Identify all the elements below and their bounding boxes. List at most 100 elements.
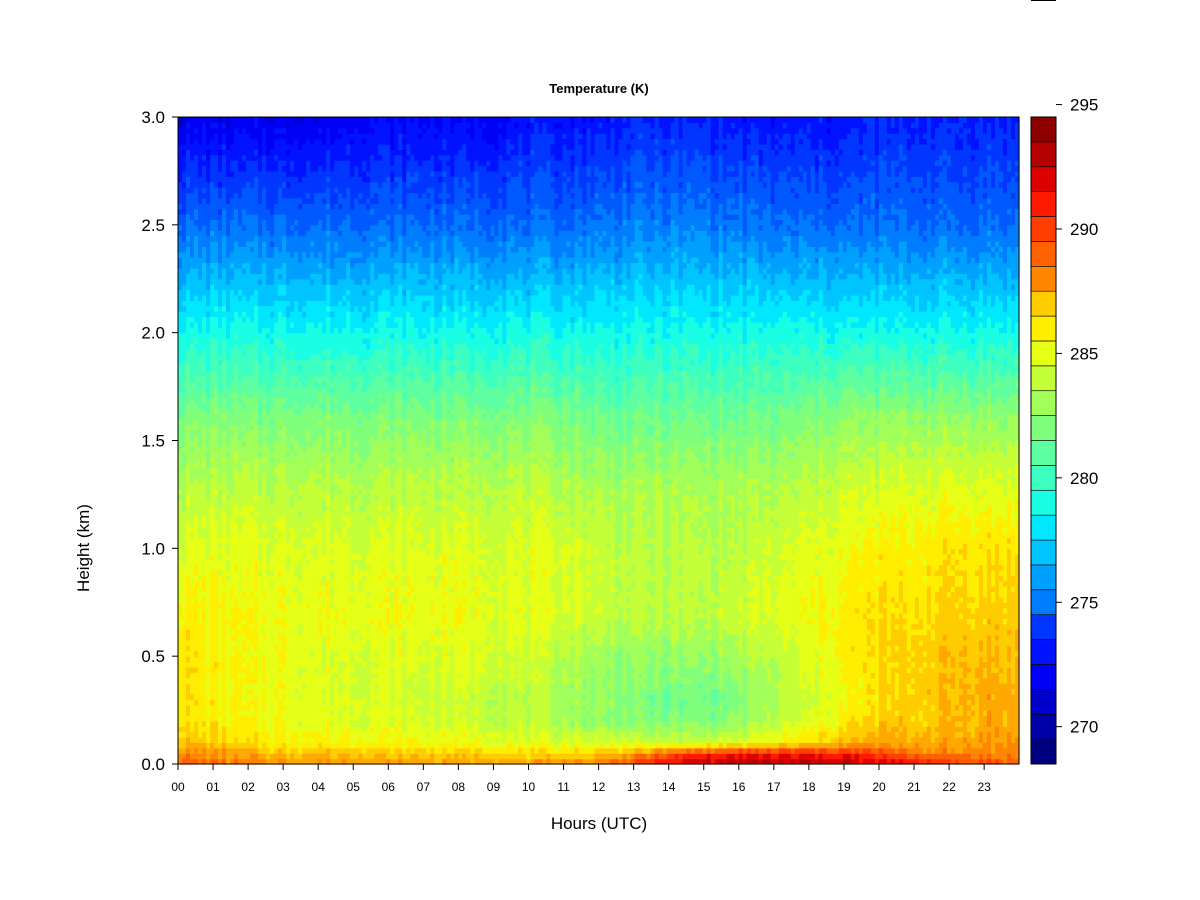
heatmap-cell: [214, 187, 219, 193]
heatmap-cell: [334, 651, 339, 657]
heatmap-cell: [306, 128, 311, 134]
heatmap-cell: [222, 225, 227, 231]
heatmap-cell: [330, 419, 335, 425]
heatmap-cell: [318, 381, 323, 387]
heatmap-cell: [314, 333, 319, 339]
heatmap-cell: [234, 581, 239, 587]
heatmap-cell: [314, 349, 319, 355]
heatmap-cell: [234, 354, 239, 360]
heatmap-cell: [322, 349, 327, 355]
heatmap-cell: [190, 645, 195, 651]
heatmap-cell: [270, 618, 275, 624]
heatmap-cell: [218, 160, 223, 166]
heatmap-cell: [290, 257, 295, 263]
heatmap-cell: [314, 715, 319, 721]
heatmap-cell: [210, 225, 215, 231]
heatmap-cell: [334, 581, 339, 587]
heatmap-cell: [198, 662, 203, 668]
heatmap-cell: [258, 732, 263, 738]
heatmap-cell: [258, 478, 263, 484]
heatmap-cell: [242, 451, 247, 457]
heatmap-cell: [294, 182, 299, 188]
heatmap-cell: [210, 516, 215, 522]
heatmap-cell: [178, 699, 183, 705]
heatmap-cell: [306, 516, 311, 522]
heatmap-cell: [282, 737, 287, 743]
heatmap-cell: [286, 290, 291, 296]
heatmap-cell: [222, 559, 227, 565]
heatmap-cell: [326, 575, 331, 581]
heatmap-cell: [254, 322, 259, 328]
heatmap-cell: [206, 457, 211, 463]
heatmap-cell: [338, 349, 343, 355]
heatmap-cell: [342, 753, 347, 759]
heatmap-cell: [262, 322, 267, 328]
heatmap-cell: [194, 613, 199, 619]
heatmap-cell: [238, 484, 243, 490]
heatmap-cell: [334, 139, 339, 145]
heatmap-cell: [330, 511, 335, 517]
heatmap-cell: [182, 187, 187, 193]
heatmap-cell: [242, 370, 247, 376]
heatmap-cell: [338, 678, 343, 684]
heatmap-cell: [282, 532, 287, 538]
heatmap-cell: [262, 527, 267, 533]
heatmap-cell: [290, 441, 295, 447]
heatmap-cell: [330, 316, 335, 322]
heatmap-cell: [318, 586, 323, 592]
heatmap-cell: [190, 527, 195, 533]
heatmap-cell: [186, 354, 191, 360]
heatmap-cell: [318, 117, 323, 123]
heatmap-cell: [278, 263, 283, 269]
heatmap-cell: [198, 613, 203, 619]
heatmap-cell: [186, 338, 191, 344]
heatmap-cell: [306, 300, 311, 306]
heatmap-cell: [222, 128, 227, 134]
heatmap-cell: [318, 715, 323, 721]
heatmap-cell: [286, 365, 291, 371]
heatmap-cell: [234, 166, 239, 172]
heatmap-cell: [298, 241, 303, 247]
heatmap-cell: [202, 392, 207, 398]
heatmap-cell: [318, 408, 323, 414]
heatmap-cell: [326, 484, 331, 490]
heatmap-cell: [190, 715, 195, 721]
heatmap-cell: [194, 376, 199, 382]
heatmap-cell: [322, 430, 327, 436]
heatmap-cell: [258, 624, 263, 630]
heatmap-cell: [270, 290, 275, 296]
heatmap-cell: [278, 441, 283, 447]
heatmap-cell: [326, 365, 331, 371]
heatmap-cell: [274, 635, 279, 641]
heatmap-cell: [282, 565, 287, 571]
heatmap-cell: [198, 446, 203, 452]
heatmap-cell: [342, 591, 347, 597]
heatmap-cell: [266, 500, 271, 506]
heatmap-cell: [342, 430, 347, 436]
heatmap-cell: [334, 387, 339, 393]
heatmap-cell: [322, 721, 327, 727]
heatmap-cell: [294, 715, 299, 721]
heatmap-cell: [342, 424, 347, 430]
heatmap-cell: [290, 505, 295, 511]
heatmap-cell: [222, 171, 227, 177]
heatmap-cell: [262, 494, 267, 500]
heatmap-cell: [190, 430, 195, 436]
heatmap-cell: [234, 602, 239, 608]
heatmap-cell: [178, 694, 183, 700]
heatmap-cell: [254, 133, 259, 139]
heatmap-cell: [202, 484, 207, 490]
heatmap-cell: [234, 424, 239, 430]
heatmap-cell: [198, 451, 203, 457]
heatmap-cell: [274, 494, 279, 500]
heatmap-cell: [182, 710, 187, 716]
heatmap-cell: [258, 360, 263, 366]
heatmap-cell: [218, 290, 223, 296]
heatmap-cell: [330, 651, 335, 657]
heatmap-cell: [186, 198, 191, 204]
heatmap-cell: [326, 538, 331, 544]
heatmap-cell: [286, 316, 291, 322]
heatmap-cell: [310, 441, 315, 447]
heatmap-cell: [322, 268, 327, 274]
heatmap-cell: [326, 565, 331, 571]
